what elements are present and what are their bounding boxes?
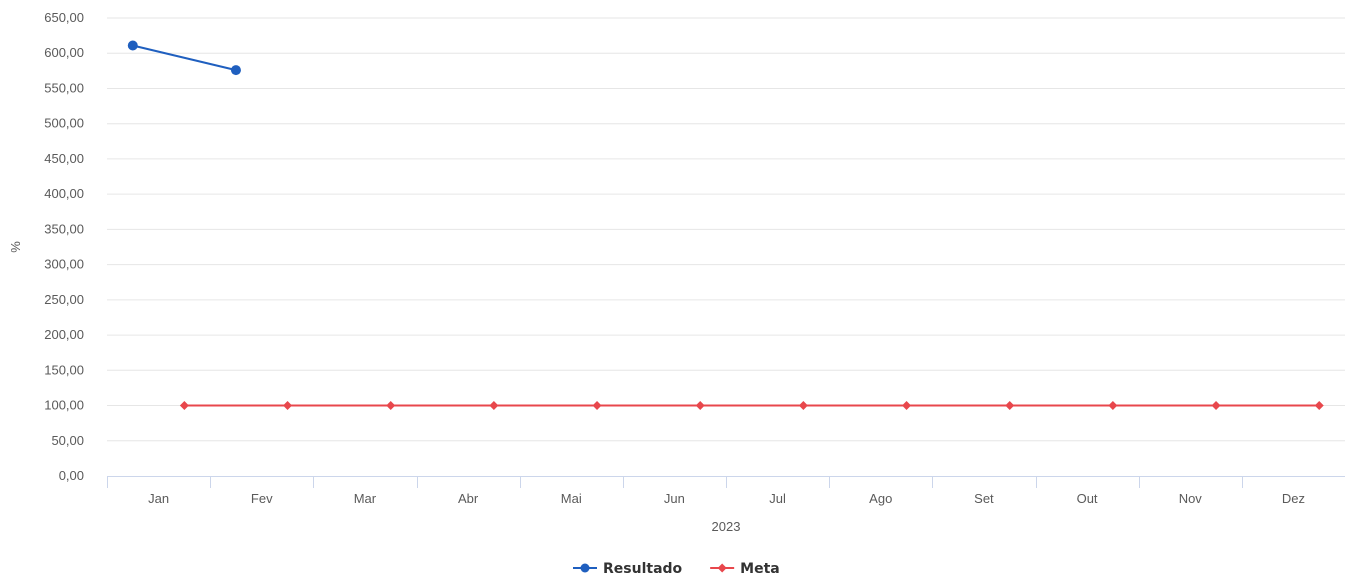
y-tick-label: 650,00 <box>44 10 84 25</box>
legend[interactable]: Resultado Meta <box>573 561 780 577</box>
series-resultado <box>127 40 241 76</box>
y-tick-label: 550,00 <box>44 80 84 95</box>
y-tick-label: 50,00 <box>51 433 84 448</box>
x-tick-label: Dez <box>1282 491 1305 506</box>
x-tick-label: Mar <box>354 491 377 506</box>
data-point[interactable] <box>127 40 138 51</box>
legend-label: Resultado <box>603 561 683 577</box>
data-point[interactable] <box>1314 401 1324 411</box>
x-axis <box>107 476 1345 488</box>
x-tick-label: Abr <box>458 491 479 506</box>
series-layer <box>127 40 1324 411</box>
data-point[interactable] <box>283 401 293 411</box>
data-point[interactable] <box>179 401 189 411</box>
series-line <box>132 44 237 72</box>
y-tick-label: 0,00 <box>59 468 84 483</box>
x-tick-label: Fev <box>251 491 273 506</box>
y-axis-title: % <box>8 241 23 253</box>
data-point[interactable] <box>695 401 705 411</box>
data-point[interactable] <box>798 401 808 411</box>
x-tick-label: Out <box>1077 491 1098 506</box>
y-tick-label: 400,00 <box>44 186 84 201</box>
data-point[interactable] <box>902 401 912 411</box>
x-tick-label: Set <box>974 491 994 506</box>
y-tick-label: 500,00 <box>44 116 84 131</box>
y-tick-label: 300,00 <box>44 257 84 272</box>
legend-label: Meta <box>740 561 780 577</box>
x-tick-label: Jul <box>769 491 786 506</box>
data-point[interactable] <box>1108 401 1118 411</box>
y-tick-label: 450,00 <box>44 151 84 166</box>
data-point[interactable] <box>592 401 602 411</box>
y-tick-label: 150,00 <box>44 362 84 377</box>
y-tick-label: 250,00 <box>44 292 84 307</box>
legend-item-meta[interactable]: Meta <box>710 561 780 577</box>
x-tick-label: Mai <box>561 491 582 506</box>
y-tick-label: 600,00 <box>44 45 84 60</box>
y-tick-label: 200,00 <box>44 327 84 342</box>
y-tick-label: 100,00 <box>44 398 84 413</box>
data-point[interactable] <box>230 65 241 76</box>
data-point[interactable] <box>1005 401 1015 411</box>
x-axis-tick-labels: Jan Fev Mar Abr Mai Jun Jul Ago Set Out Nov Dez <box>148 491 1305 506</box>
data-point[interactable] <box>489 401 499 411</box>
x-tick-label: Jan <box>148 491 169 506</box>
data-point[interactable] <box>386 401 396 411</box>
series-meta <box>179 401 1324 411</box>
legend-circle-marker-icon <box>580 563 590 573</box>
grid-lines <box>107 17 1345 442</box>
x-tick-label: Nov <box>1179 491 1203 506</box>
y-axis-tick-labels: 0,00 50,00 100,00 150,00 200,00 250,00 300,00 3… <box>44 10 84 483</box>
legend-item-resultado[interactable]: Resultado <box>573 561 683 577</box>
data-point[interactable] <box>1211 401 1221 411</box>
x-tick-label: Jun <box>664 491 685 506</box>
legend-diamond-marker-icon <box>717 563 727 573</box>
x-axis-title: 2023 <box>712 519 741 534</box>
x-tick-label: Ago <box>869 491 892 506</box>
y-tick-label: 350,00 <box>44 221 84 236</box>
